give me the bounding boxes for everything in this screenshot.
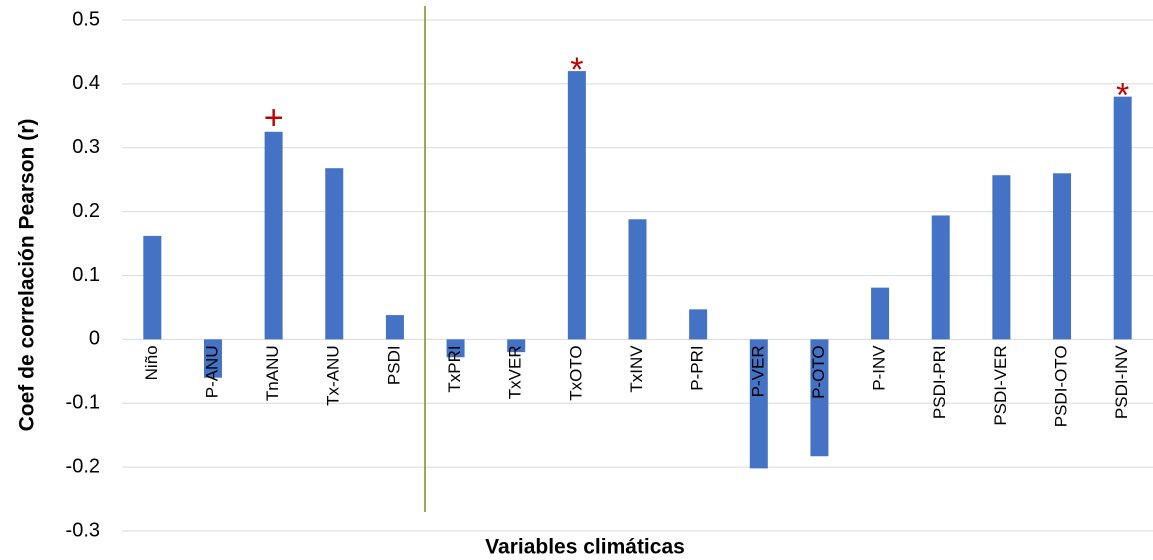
x-tick-label: PSDI-INV <box>1112 345 1131 419</box>
x-tick-label: PSDI-VER <box>991 345 1010 425</box>
bar <box>810 339 829 457</box>
bar <box>264 131 283 340</box>
x-tick-label: TnANU <box>263 345 282 401</box>
x-tick-label: PSDI <box>384 345 403 385</box>
y-tick-label: -0.2 <box>66 455 100 477</box>
x-axis-title: Variables climáticas <box>485 536 685 559</box>
x-tick-label: TxINV <box>627 345 646 393</box>
x-tick-label: Niño <box>142 345 161 380</box>
x-tick-label: P-ANU <box>202 345 221 398</box>
x-tick-label: P-VER <box>748 345 767 397</box>
x-tick-label: Tx-ANU <box>324 345 343 405</box>
x-tick-label: TxPRI <box>445 345 464 392</box>
x-tick-label: PSDI-OTO <box>1052 345 1071 427</box>
y-tick-label: 0 <box>89 328 100 350</box>
y-tick-label: -0.1 <box>66 392 100 414</box>
bar <box>992 175 1011 340</box>
x-tick-label: P-OTO <box>809 345 828 399</box>
bar <box>628 219 647 340</box>
bar <box>507 339 526 353</box>
bar <box>325 168 344 340</box>
y-tick-label: 0.3 <box>72 136 100 158</box>
bar <box>143 235 162 340</box>
y-axis-title: Coef de correlación Pearson (r) <box>16 119 39 432</box>
bar <box>385 315 404 340</box>
annotation: + <box>264 99 284 137</box>
x-tick-label: TxVER <box>506 345 525 399</box>
y-tick-label: 0.1 <box>72 264 100 286</box>
x-tick-label: TxOTO <box>566 345 585 400</box>
bar <box>931 215 950 340</box>
y-tick-label: 0.2 <box>72 200 100 222</box>
bar <box>203 339 222 378</box>
x-tick-label: P-INV <box>870 345 889 391</box>
bar <box>689 309 708 340</box>
y-tick-label: 0.4 <box>72 72 100 94</box>
bar <box>871 287 890 340</box>
annotation: * <box>570 51 583 89</box>
y-tick-label: -0.3 <box>66 519 100 541</box>
y-tick-label: 0.5 <box>72 8 100 30</box>
x-tick-label: PSDI-PRI <box>930 345 949 419</box>
bar <box>1053 173 1072 340</box>
bar <box>749 339 768 469</box>
bar <box>567 71 586 340</box>
bar <box>446 339 465 358</box>
x-tick-label: P-PRI <box>688 345 707 390</box>
annotation: * <box>1116 77 1129 115</box>
bar <box>1113 96 1132 340</box>
